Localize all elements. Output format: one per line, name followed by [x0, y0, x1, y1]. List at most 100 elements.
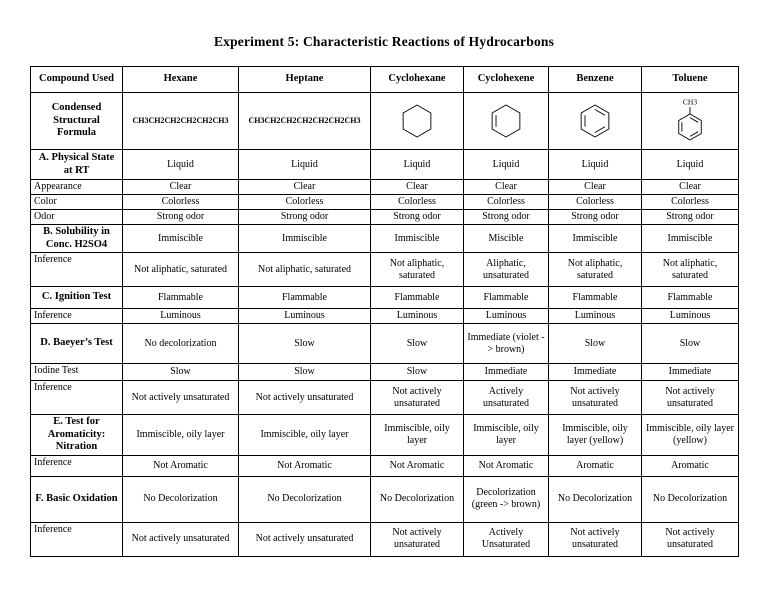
result-cell: Not Aromatic — [370, 454, 464, 477]
result-cell: Clear — [238, 179, 371, 195]
column-header-compound-used: Compound Used — [30, 66, 123, 93]
result-cell: No Decolorization — [122, 475, 239, 523]
result-cell: Not actively unsaturated — [238, 380, 371, 416]
result-cell: Slow — [122, 363, 239, 382]
result-cell: Not actively unsaturated — [641, 380, 739, 416]
table-row-color: Color Colorless Colorless Colorless Colorles… — [30, 194, 739, 210]
result-cell: Not aliphatic, saturated — [641, 252, 739, 288]
result-cell: Aromatic — [641, 454, 739, 477]
row-label: Inference — [30, 454, 123, 477]
row-label: Iodine Test — [30, 363, 123, 382]
result-cell: Colorless — [641, 194, 739, 210]
result-cell: No Decolorization — [238, 475, 371, 523]
result-cell: Strong odor — [548, 209, 642, 225]
result-cell: Immiscible — [641, 223, 739, 254]
row-label: B. Solubility in Conc. H2SO4 — [30, 223, 123, 254]
column-header-heptane: Heptane — [238, 66, 371, 93]
result-cell: Not actively unsaturated — [122, 380, 239, 416]
table-row-appearance: Appearance Clear Clear Clear Clear Clear Clear — [30, 179, 739, 195]
result-cell: Colorless — [122, 194, 239, 210]
cyclohexane-structure-icon — [402, 104, 432, 138]
table-row-b-solubility-in-conc-h2so4: B. Solubility in Conc. H2SO4 Immiscible Im… — [30, 223, 739, 254]
toluene-structure-cell: CH3 — [641, 92, 739, 150]
result-cell: Slow — [238, 323, 371, 365]
result-cell: Clear — [463, 179, 549, 195]
result-cell: Not Aromatic — [238, 454, 371, 477]
result-cell: No Decolorization — [641, 475, 739, 523]
result-cell: Immiscible — [238, 223, 371, 254]
result-cell: Clear — [641, 179, 739, 195]
benzene-structure-cell — [548, 92, 642, 150]
table-row-e-test-for-aromaticity-nitration: E. Test for Aromaticity: Nitration Immisc… — [30, 414, 739, 456]
result-cell: Not actively unsaturated — [370, 380, 464, 416]
table-header-row: Compound Used Hexane Heptane Cyclohexane Cyc… — [30, 66, 739, 93]
result-cell: Immiscible — [122, 223, 239, 254]
result-cell: Slow — [238, 363, 371, 382]
result-cell: Immediate (violet -> brown) — [463, 323, 549, 365]
page-title: Experiment 5: Characteristic Reactions o… — [213, 34, 555, 49]
result-cell: Luminous — [463, 308, 549, 325]
result-cell: Liquid — [370, 149, 464, 180]
result-cell: Immediate — [641, 363, 739, 382]
row-label: Inference — [30, 308, 123, 325]
table-row-inference: Inference Luminous Luminous Luminous Luminou… — [30, 308, 739, 325]
result-cell: Slow — [641, 323, 739, 365]
result-cell: Strong odor — [238, 209, 371, 225]
result-cell: Slow — [370, 363, 464, 382]
result-cell: Flammable — [370, 286, 464, 310]
result-cell: Flammable — [122, 286, 239, 310]
result-cell: Not actively unsaturated — [238, 521, 371, 557]
result-cell: Luminous — [641, 308, 739, 325]
result-cell: Immiscible, oily layer (yellow) — [548, 414, 642, 456]
result-cell: Immiscible — [548, 223, 642, 254]
table-row-inference: Inference Not aliphatic, saturated Not ali… — [30, 252, 739, 288]
result-cell: Slow — [548, 323, 642, 365]
table-row-iodine-test: Iodine Test Slow Slow Slow Immediate Immediat… — [30, 363, 739, 382]
table-row-inference: Inference Not actively unsaturated Not act… — [30, 521, 739, 557]
result-cell: Miscible — [463, 223, 549, 254]
result-cell: Immiscible — [370, 223, 464, 254]
result-cell: Not Aromatic — [122, 454, 239, 477]
result-cell: Liquid — [641, 149, 739, 180]
result-cell: Strong odor — [641, 209, 739, 225]
result-cell: Flammable — [641, 286, 739, 310]
result-cell: Immiscible, oily layer — [463, 414, 549, 456]
result-cell: Not aliphatic, saturated — [548, 252, 642, 288]
result-cell: Liquid — [463, 149, 549, 180]
result-cell: Actively Unsaturated — [463, 521, 549, 557]
result-cell: Strong odor — [122, 209, 239, 225]
result-cell: Luminous — [370, 308, 464, 325]
result-cell: Flammable — [463, 286, 549, 310]
table-row-d-baeyer-s-test: D. Baeyer’s Test No decolorization Slow Slo… — [30, 323, 739, 365]
table-row-odor: Odor Strong odor Strong odor Strong odor Str… — [30, 209, 739, 225]
row-label: Inference — [30, 252, 123, 288]
result-cell: Aliphatic, unsaturated — [463, 252, 549, 288]
row-label: Inference — [30, 380, 123, 416]
column-header-cyclohexene: Cyclohexene — [463, 66, 549, 93]
row-label: A. Physical State at RT — [30, 149, 123, 180]
column-header-benzene: Benzene — [548, 66, 642, 93]
result-cell: Not actively unsaturated — [548, 521, 642, 557]
column-header-hexane: Hexane — [122, 66, 239, 93]
row-label: Inference — [30, 521, 123, 557]
cyclohexene-structure-icon — [491, 104, 521, 138]
result-cell: Aromatic — [548, 454, 642, 477]
column-header-cyclohexane: Cyclohexane — [370, 66, 464, 93]
result-cell: Not actively unsaturated — [641, 521, 739, 557]
result-cell: No decolorization — [122, 323, 239, 365]
result-cell: Not Aromatic — [463, 454, 549, 477]
result-cell: Immediate — [548, 363, 642, 382]
table-row-condensed-structural-formula: Condensed Structural Formula CH3CH2CH2CH2… — [30, 92, 739, 150]
cyclohexene-structure-cell — [463, 92, 549, 150]
result-cell: Not aliphatic, saturated — [122, 252, 239, 288]
result-cell: Clear — [370, 179, 464, 195]
column-header-toluene: Toluene — [641, 66, 739, 93]
row-label: D. Baeyer’s Test — [30, 323, 123, 365]
result-cell: Actively unsaturated — [463, 380, 549, 416]
result-cell: Immiscible, oily layer — [370, 414, 464, 456]
table-row-a-physical-state-at-rt: A. Physical State at RT Liquid Liquid Liqui… — [30, 149, 739, 180]
result-cell: Clear — [548, 179, 642, 195]
result-cell: Immediate — [463, 363, 549, 382]
result-cell: Not actively unsaturated — [122, 521, 239, 557]
row-label: C. Ignition Test — [30, 286, 123, 310]
